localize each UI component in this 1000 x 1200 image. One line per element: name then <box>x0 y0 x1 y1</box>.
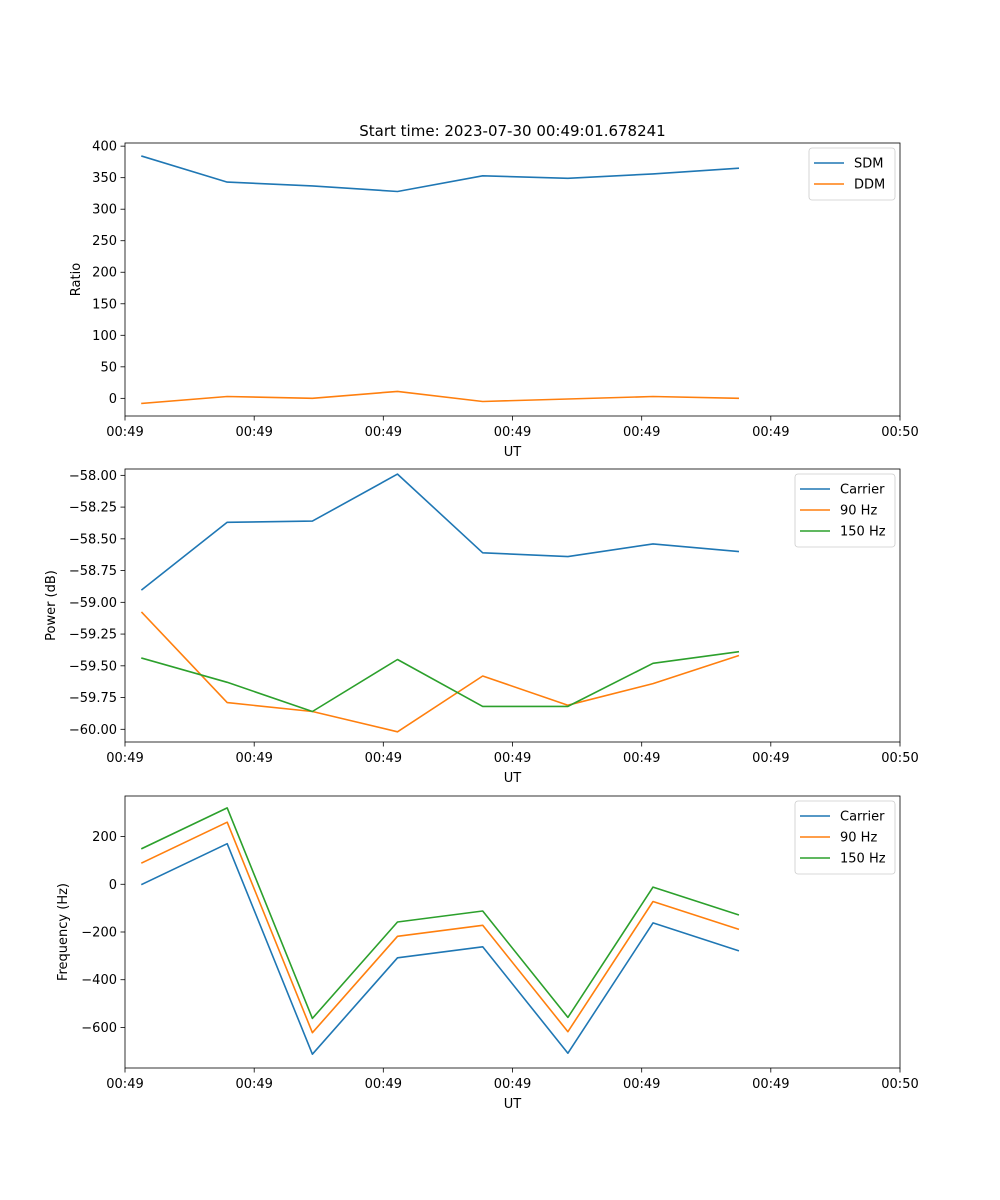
legend-label: Carrier <box>840 810 885 825</box>
x-tick-label: 00:49 <box>235 751 272 766</box>
y-tick-label: −600 <box>81 1021 117 1036</box>
y-tick-label: 200 <box>92 266 117 281</box>
x-tick-label: 00:49 <box>752 751 789 766</box>
y-tick-label: −60.00 <box>69 723 117 738</box>
legend-label: DDM <box>854 178 885 193</box>
x-tick-label: 00:49 <box>106 425 143 440</box>
x-tick-label: 00:49 <box>494 1077 531 1092</box>
x-tick-label: 00:50 <box>881 1077 918 1092</box>
chart-panel-1: Start time: 2023-07-30 00:49:01.67824100… <box>69 122 919 460</box>
legend-label: 90 Hz <box>840 831 877 846</box>
series-line-150-hz <box>141 650 740 713</box>
legend: SDM DDM <box>808 147 896 201</box>
y-tick-label: 250 <box>92 234 117 249</box>
series-line-ddm <box>141 390 740 405</box>
y-tick-label: −58.50 <box>69 532 117 547</box>
x-axis-label: UT <box>504 771 522 786</box>
y-tick-label: −59.50 <box>69 659 117 674</box>
chart-panel-3: 00:49 00:49 00:49 00:49 00:49 00:49 00:50 −600 −… <box>56 795 919 1112</box>
y-tick-label: 100 <box>92 329 117 344</box>
y-tick-label: −59.25 <box>69 628 117 643</box>
y-tick-label: −400 <box>81 973 117 988</box>
x-tick-label: 00:49 <box>365 751 402 766</box>
x-tick-label: 00:50 <box>881 751 918 766</box>
y-tick-label: 400 <box>92 140 117 155</box>
y-tick-label: −200 <box>81 926 117 941</box>
x-tick-label: 00:49 <box>494 751 531 766</box>
y-tick-label: −58.75 <box>69 564 117 579</box>
series-line-carrier <box>140 473 740 591</box>
x-axis-label: UT <box>504 1097 522 1112</box>
legend: Carrier 90 Hz 150 Hz <box>794 473 896 548</box>
legend: Carrier 90 Hz 150 Hz <box>794 800 896 875</box>
x-tick-label: 00:49 <box>623 751 660 766</box>
legend-label: SDM <box>854 157 883 172</box>
chart-title: Start time: 2023-07-30 00:49:01.678241 <box>359 122 665 140</box>
legend-box <box>794 800 896 875</box>
y-tick-label: 0 <box>109 878 117 893</box>
x-tick-label: 00:49 <box>623 1077 660 1092</box>
x-tick-label: 00:49 <box>106 751 143 766</box>
y-tick-label: −58.25 <box>69 501 117 516</box>
x-axis-label: UT <box>504 445 522 460</box>
x-tick-label: 00:50 <box>881 425 918 440</box>
x-tick-label: 00:49 <box>106 1077 143 1092</box>
y-tick-label: 50 <box>100 360 117 375</box>
x-tick-label: 00:49 <box>235 1077 272 1092</box>
legend-box <box>794 473 896 548</box>
legend-label: Carrier <box>840 483 885 498</box>
y-tick-label: 350 <box>92 171 117 186</box>
y-tick-label: −58.00 <box>69 469 117 484</box>
x-tick-label: 00:49 <box>365 1077 402 1092</box>
y-tick-label: 150 <box>92 297 117 312</box>
y-tick-label: −59.75 <box>69 691 117 706</box>
y-axis-label: Frequency (Hz) <box>56 883 71 981</box>
series-line-carrier <box>140 842 740 1055</box>
y-tick-label: 200 <box>92 830 117 845</box>
legend-box <box>808 147 896 201</box>
series-line-90-hz <box>140 821 740 1034</box>
series-line-150-hz <box>140 807 740 1020</box>
x-tick-label: 00:49 <box>752 1077 789 1092</box>
y-axis-label: Power (dB) <box>44 570 59 641</box>
y-tick-label: 300 <box>92 203 117 218</box>
y-tick-label: 0 <box>109 392 117 407</box>
y-tick-label: −59.00 <box>69 596 117 611</box>
x-tick-label: 00:49 <box>623 425 660 440</box>
y-axis-label: Ratio <box>69 263 84 296</box>
legend-label: 90 Hz <box>840 504 877 519</box>
x-tick-label: 00:49 <box>494 425 531 440</box>
legend-label: 150 Hz <box>840 852 886 867</box>
series-line-90-hz <box>140 611 740 733</box>
x-tick-label: 00:49 <box>365 425 402 440</box>
legend-label: 150 Hz <box>840 525 886 540</box>
chart-panel-2: 00:49 00:49 00:49 00:49 00:49 00:49 00:50 −60.0… <box>44 468 919 786</box>
series-line-sdm <box>141 155 740 193</box>
chart-panels: Start time: 2023-07-30 00:49:01.67824100… <box>44 122 919 1112</box>
x-tick-label: 00:49 <box>235 425 272 440</box>
x-tick-label: 00:49 <box>752 425 789 440</box>
